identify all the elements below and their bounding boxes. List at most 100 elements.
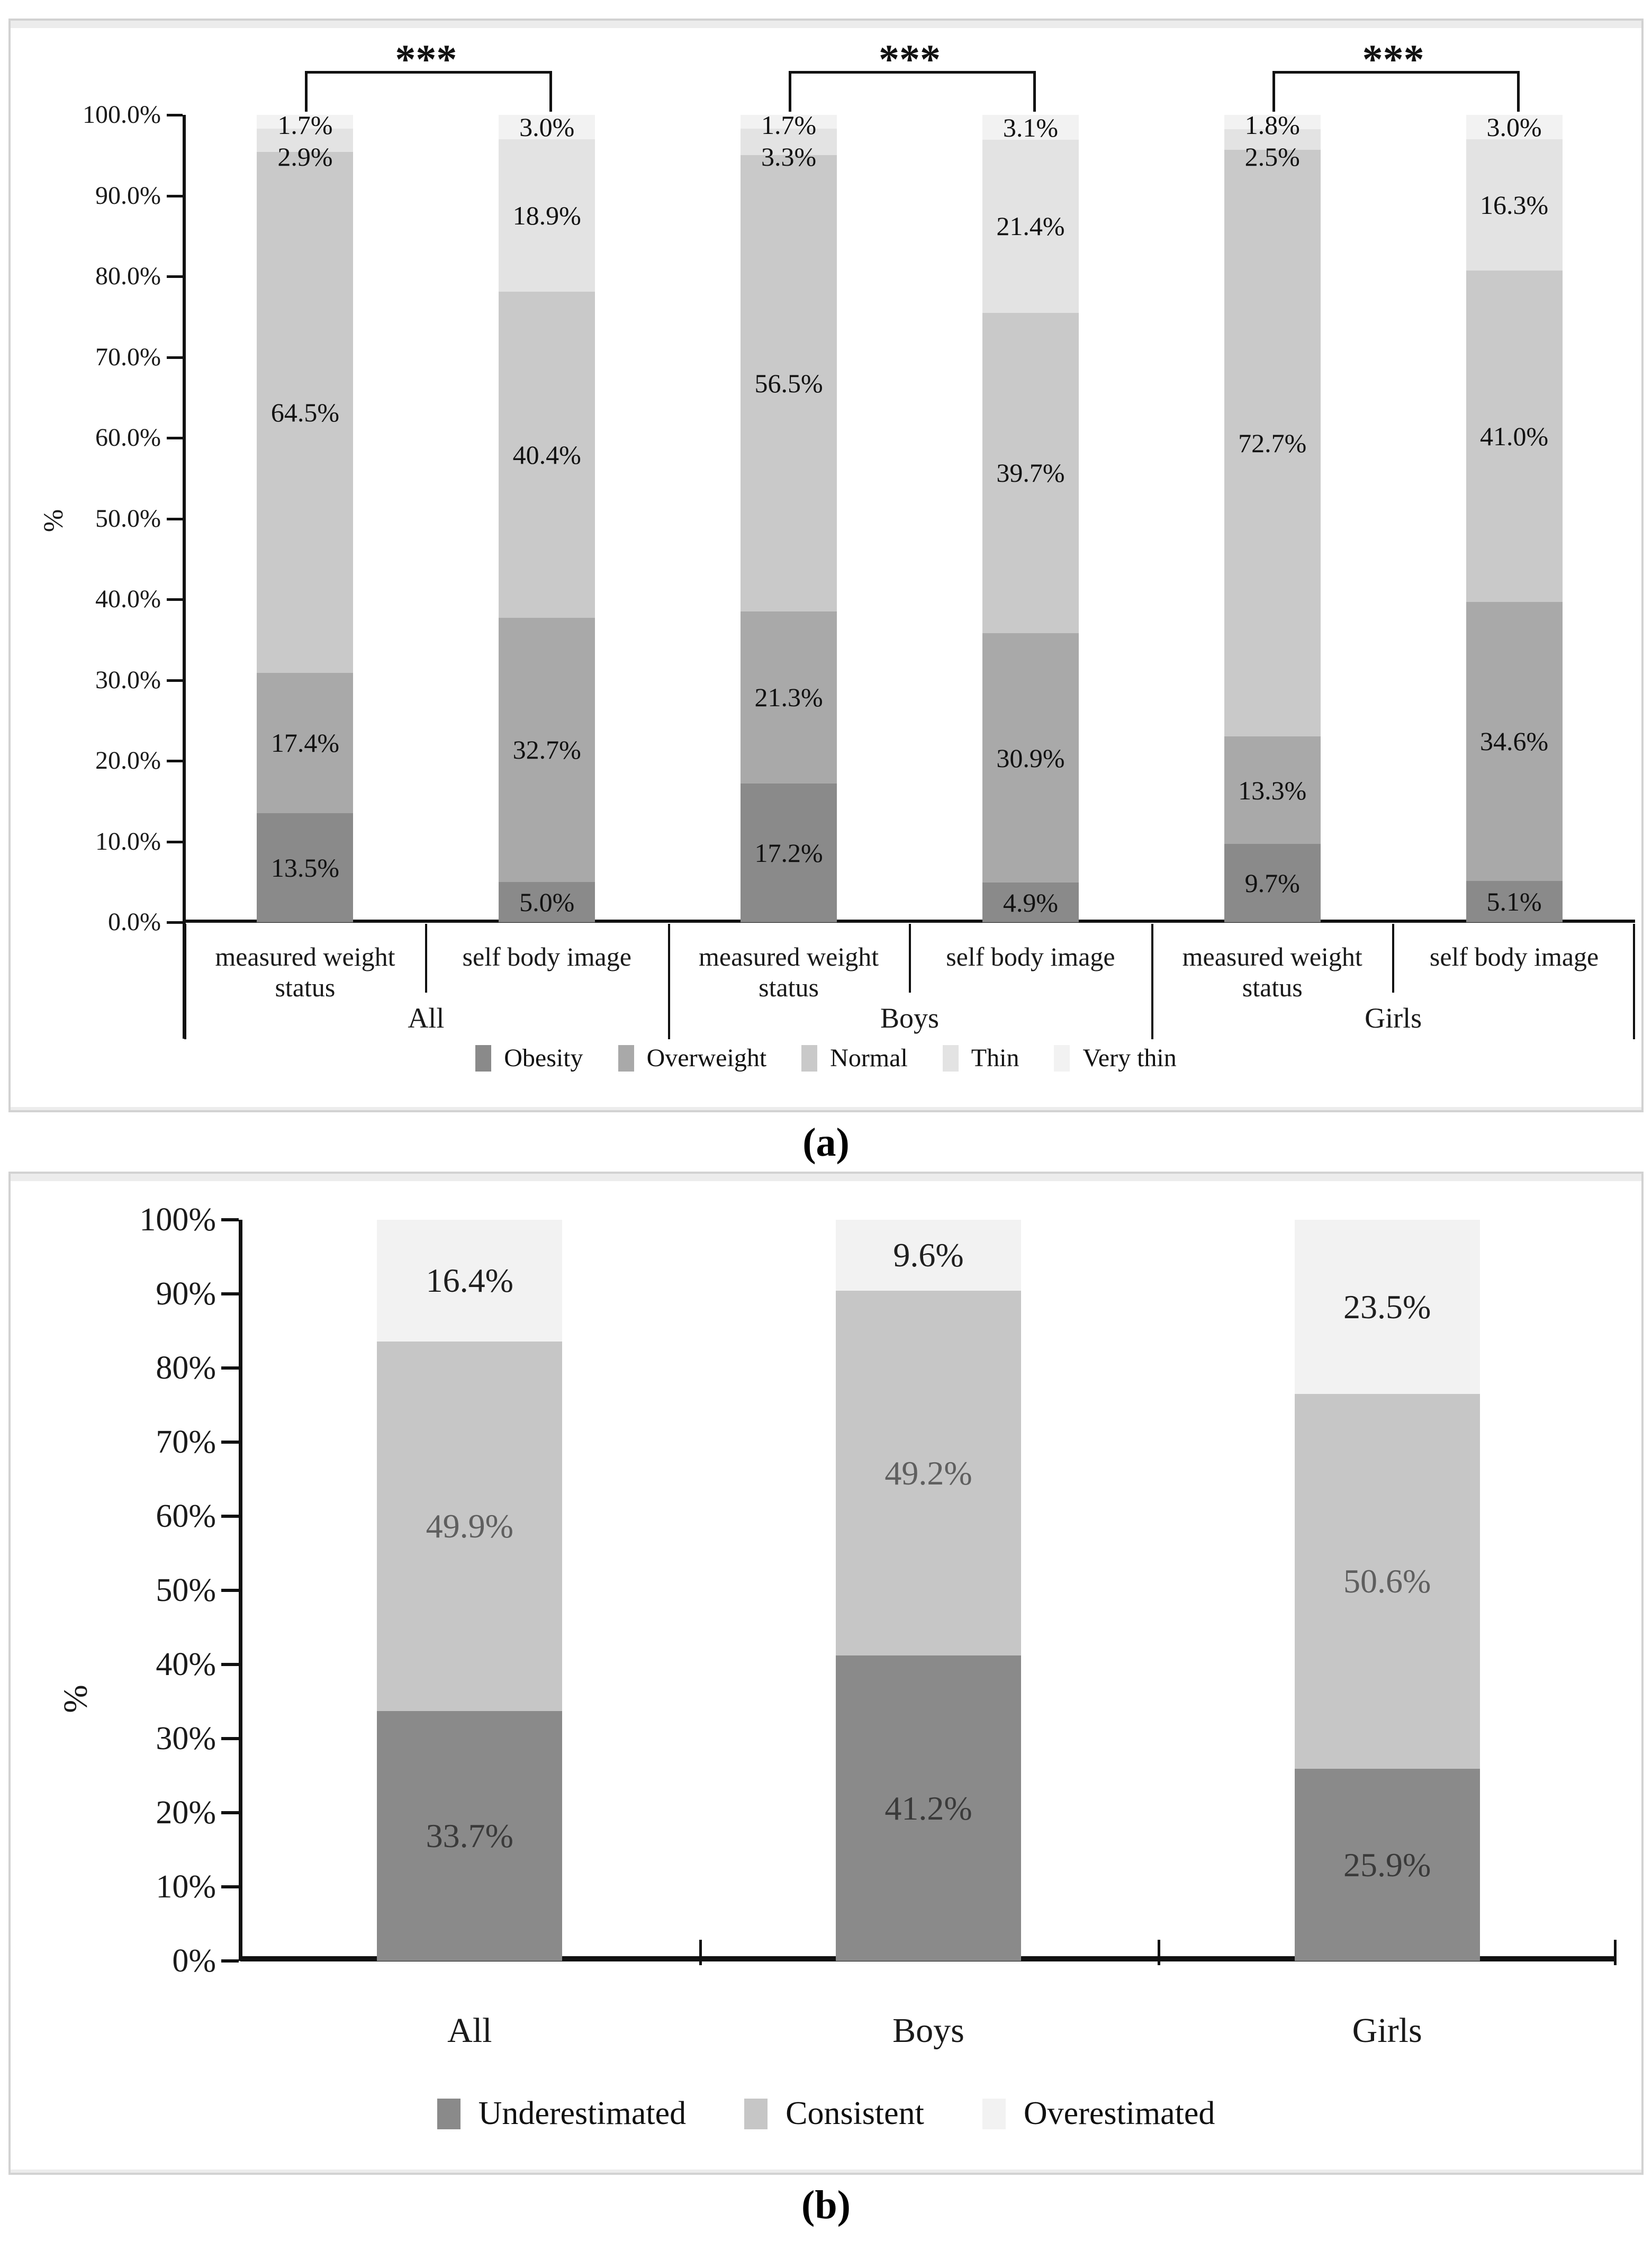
legend-label: Very thin xyxy=(1082,1044,1177,1072)
y-tick-a xyxy=(167,275,183,278)
value-label: 39.7% xyxy=(996,458,1065,488)
value-label: 16.3% xyxy=(1480,190,1549,220)
value-label: 41.2% xyxy=(884,1789,972,1827)
bar-category-label: self body image xyxy=(946,942,1115,971)
bar-segment-overweight xyxy=(499,618,595,882)
y-tick-a xyxy=(167,921,183,924)
bar-segment-consistent xyxy=(836,1291,1021,1656)
x-category-label-all: All xyxy=(447,2011,492,2050)
value-label: 2.9% xyxy=(277,142,333,172)
y-tick-label-a: 20.0% xyxy=(95,746,161,775)
y-tick-label-b: 30% xyxy=(156,1721,216,1757)
bar-segment-consistent xyxy=(1294,1394,1480,1769)
value-label: 16.4% xyxy=(426,1261,513,1299)
band-separator-inner xyxy=(425,924,427,993)
value-label: 33.7% xyxy=(426,1817,513,1855)
bar-segment-normal xyxy=(1466,271,1563,602)
bar-category-label: measured weight status xyxy=(1182,942,1362,1002)
value-label: 49.2% xyxy=(884,1454,972,1492)
legend-swatch xyxy=(437,2098,461,2129)
y-tick-label-b: 20% xyxy=(156,1795,216,1831)
legend-label: Underestimated xyxy=(478,2095,687,2131)
bar-segment-obesity xyxy=(257,813,354,922)
significance-bracket xyxy=(305,71,553,112)
y-tick-a xyxy=(167,194,183,197)
significance-bracket xyxy=(1272,71,1520,112)
legend-swatch xyxy=(801,1045,818,1072)
bar-segment-very-thin xyxy=(1224,115,1321,130)
panel-chart-a: % 0.0% 10.0% 20.0% 30.0% 40.0% 50.0% 60.0% 70.0… xyxy=(8,19,1644,1112)
bar-category-label: measured weight status xyxy=(698,942,879,1002)
y-tick-label-a: 30.0% xyxy=(95,665,161,694)
bar-segment-very-thin xyxy=(741,115,837,129)
band-separator-group xyxy=(667,924,670,1039)
bar-segment-overestimated xyxy=(1294,1220,1480,1394)
y-tick-label-b: 50% xyxy=(156,1572,216,1608)
y-tick-a xyxy=(167,114,183,116)
bar-category-label: measured weight status xyxy=(215,942,395,1002)
bar-segment-very-thin xyxy=(1466,115,1563,139)
value-label: 1.8% xyxy=(1244,110,1300,140)
legend-label: Obesity xyxy=(504,1044,583,1072)
value-label: 23.5% xyxy=(1343,1288,1431,1326)
group-label-boys: Boys xyxy=(880,1002,939,1034)
bar-segment-normal xyxy=(499,291,595,618)
y-tick-label-b: 100% xyxy=(139,1202,216,1238)
y-tick-b xyxy=(221,1811,239,1814)
y-tick-label-b: 40% xyxy=(156,1646,216,1682)
y-tick-b xyxy=(221,1663,239,1666)
bar-segment-normal xyxy=(257,152,354,673)
legend-b: Underestimated Consistent Overestimated xyxy=(11,2095,1641,2132)
y-tick-label-b: 10% xyxy=(156,1869,216,1905)
legend-item-underestimated: Underestimated xyxy=(437,2095,687,2132)
x-boundary-tick xyxy=(699,1940,702,1965)
bar-category-label: self body image xyxy=(1429,942,1599,971)
bar-segment-overweight xyxy=(257,672,354,814)
legend-swatch xyxy=(744,2098,768,2129)
group-label-girls: Girls xyxy=(1365,1002,1422,1034)
y-tick-label-a: 90.0% xyxy=(95,181,161,210)
value-label: 72.7% xyxy=(1238,428,1307,458)
value-label: 32.7% xyxy=(512,735,581,765)
legend-label: Normal xyxy=(830,1044,908,1072)
x-boundary-tick xyxy=(1614,1940,1617,1965)
value-label: 30.9% xyxy=(996,743,1065,773)
legend-swatch xyxy=(982,2098,1006,2129)
value-label: 3.3% xyxy=(761,142,817,172)
value-label: 56.5% xyxy=(754,368,823,399)
y-tick-a xyxy=(167,679,183,682)
y-tick-label-b: 60% xyxy=(156,1498,216,1534)
value-label: 34.6% xyxy=(1480,726,1549,757)
bar-segment-very-thin xyxy=(257,115,354,129)
y-axis-title-b: % xyxy=(56,1685,94,1713)
value-label: 1.7% xyxy=(277,110,333,140)
value-label: 64.5% xyxy=(270,397,339,427)
band-separator-group xyxy=(184,924,186,1039)
x-boundary-tick xyxy=(1158,1940,1161,1965)
value-label: 41.0% xyxy=(1480,421,1549,451)
bar-segment-thin xyxy=(499,139,595,292)
value-label: 21.4% xyxy=(996,211,1065,241)
y-tick-b xyxy=(221,1218,239,1221)
significance-stars: *** xyxy=(878,36,941,82)
bar-segment-overestimated xyxy=(377,1220,563,1342)
bar-segment-very-thin xyxy=(982,115,1079,140)
legend-item-thin: Thin xyxy=(942,1043,1019,1073)
band-separator-group xyxy=(1151,924,1154,1039)
y-tick-label-a: 60.0% xyxy=(95,424,161,452)
y-tick-b xyxy=(221,1737,239,1740)
value-label: 18.9% xyxy=(512,200,581,230)
value-label: 5.0% xyxy=(519,887,575,917)
value-label: 4.9% xyxy=(1003,887,1058,917)
bar-segment-thin xyxy=(1224,129,1321,150)
significance-stars: *** xyxy=(1362,36,1424,82)
bar-segment-obesity xyxy=(1466,881,1563,922)
bar-segment-overweight xyxy=(1224,736,1321,844)
value-label: 21.3% xyxy=(754,682,823,713)
y-tick-label-a: 50.0% xyxy=(95,504,161,533)
bar-segment-very-thin xyxy=(499,115,595,139)
group-label-all: All xyxy=(408,1002,445,1034)
y-tick-a xyxy=(167,840,183,843)
legend-swatch xyxy=(942,1045,959,1072)
bar-segment-obesity xyxy=(741,783,837,922)
